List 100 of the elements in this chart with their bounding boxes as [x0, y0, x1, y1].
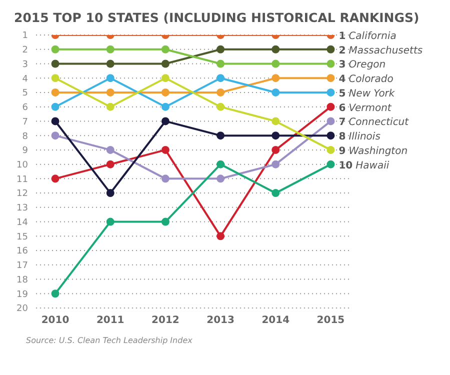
y-tick-label: 13 [16, 204, 28, 214]
point [272, 146, 280, 154]
point [216, 232, 225, 240]
series-label: Connecticut [348, 117, 410, 128]
x-tick-label: 2015 [316, 315, 345, 326]
data-label: 3 [338, 60, 346, 71]
point [216, 88, 225, 96]
y-tick-label: 5 [22, 88, 28, 99]
point [51, 45, 60, 54]
data-label: 5 [338, 88, 346, 100]
y-tick-label: 18 [16, 275, 28, 286]
point [106, 102, 114, 111]
series-label: Oregon [348, 60, 386, 71]
point [216, 174, 225, 183]
point [216, 45, 225, 54]
point [161, 218, 170, 226]
point [106, 160, 114, 168]
y-tick-label: 6 [22, 103, 28, 114]
x-tick-label: 2013 [206, 315, 234, 326]
point [272, 132, 280, 140]
point [326, 160, 335, 168]
y-tick-label: 7 [22, 117, 28, 128]
data-label: 7 [338, 117, 346, 128]
point [326, 117, 335, 126]
y-tick-label: 2 [22, 46, 28, 56]
y-tick-label: 15 [16, 232, 28, 242]
series-label: Illinois [348, 132, 380, 143]
point [272, 189, 280, 198]
point [216, 74, 225, 82]
point [106, 45, 114, 54]
point [216, 160, 225, 168]
point [272, 160, 280, 168]
data-label: 10 [338, 160, 353, 172]
series-label: New York [348, 88, 396, 100]
point [51, 132, 60, 140]
source-note: Source: U.S. Clean Tech Leadership Index [25, 335, 194, 345]
data-label: 1 [338, 31, 346, 42]
point [216, 102, 225, 111]
point [161, 174, 170, 183]
point [326, 102, 335, 111]
point [51, 290, 60, 298]
point [161, 102, 170, 111]
y-tick-label: 16 [16, 246, 28, 257]
y-tick-label: 11 [16, 174, 28, 185]
y-tick-label: 12 [16, 189, 28, 200]
point [161, 117, 170, 126]
point [51, 74, 60, 82]
point [161, 74, 170, 82]
point [106, 218, 114, 226]
data-label: 2 [338, 45, 346, 56]
point [106, 189, 114, 198]
data-label: 9 [338, 146, 346, 157]
point [161, 45, 170, 54]
point [326, 132, 335, 140]
y-tick-label: 4 [22, 74, 28, 84]
point [106, 88, 114, 96]
chart-title: 2015 TOP 10 STATES (INCLUDING HISTORICAL RANKINGS) [13, 9, 420, 25]
point [106, 74, 114, 82]
x-tick-label: 2010 [41, 315, 70, 326]
y-tick-label: 19 [16, 290, 28, 300]
point [272, 45, 280, 54]
point [326, 146, 335, 154]
text: Hawaii [356, 160, 390, 172]
y-tick-label: 20 [16, 304, 28, 314]
point [51, 88, 60, 96]
point [326, 45, 335, 54]
y-tick-label: 8 [22, 132, 28, 142]
point [161, 60, 170, 68]
point [161, 88, 170, 96]
x-tick-label: 2014 [262, 315, 290, 326]
y-tick-label: 14 [16, 218, 28, 228]
point [106, 60, 114, 68]
point [51, 174, 60, 183]
point [51, 60, 60, 68]
point [216, 132, 225, 140]
point [326, 74, 335, 82]
series-label: Vermont [348, 102, 392, 114]
y-tick-label: 1 [22, 31, 28, 42]
series-label: Colorado [348, 74, 394, 86]
point [161, 146, 170, 154]
point [272, 88, 280, 96]
point [326, 88, 335, 96]
data-label: 6 [338, 102, 346, 114]
data-label: 8 [338, 132, 346, 143]
data-label: 4 [338, 74, 346, 86]
x-tick-label: 2011 [96, 315, 124, 326]
point [51, 117, 60, 126]
point [272, 60, 280, 68]
y-tick-label: 17 [16, 261, 28, 272]
point [51, 102, 60, 111]
x-tick-label: 2012 [152, 315, 180, 326]
point [216, 60, 225, 68]
point [272, 117, 280, 126]
y-tick-label: 10 [16, 160, 28, 171]
point [106, 146, 114, 154]
series-label: Washington [348, 146, 408, 157]
y-tick-label: 9 [22, 146, 28, 156]
point [326, 60, 335, 68]
series-label: Massachusetts [348, 45, 423, 56]
series-label: California [348, 31, 396, 42]
